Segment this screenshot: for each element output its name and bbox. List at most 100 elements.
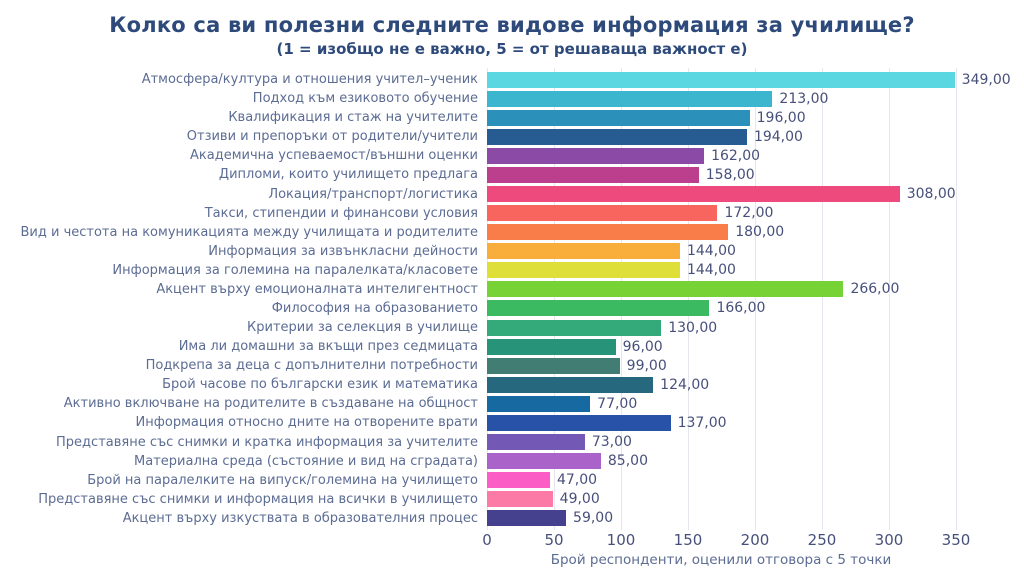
chart-title: Колко са ви полезни следните видове инфо… <box>109 13 915 37</box>
bar-row: Отзиви и препоръки от родители/учители 19… <box>0 127 1024 146</box>
bar-row: Квалификация и стаж на учителите 196,00 <box>0 108 1024 127</box>
bar-row: Такси, стипендии и финансови условия 172,… <box>0 204 1024 223</box>
bar-track: 59,00 <box>487 509 1024 528</box>
category-label: Активно включване на родителите в създав… <box>63 396 478 412</box>
value-label: 349,00 <box>961 71 1011 88</box>
value-label: 73,00 <box>591 434 632 451</box>
value-label: 59,00 <box>573 510 614 527</box>
category-label: Информация за извънкласни дейности <box>208 243 478 259</box>
bar-row: Академична успеваемост/външни оценки 162,… <box>0 146 1024 165</box>
value-label: 49,00 <box>559 491 600 508</box>
value-label: 213,00 <box>779 90 829 107</box>
bar-track: 349,00 <box>487 70 1024 89</box>
bar-track: 73,00 <box>487 432 1024 451</box>
value-label: 124,00 <box>660 376 710 393</box>
category-label: Информация за големина на паралелката/кл… <box>112 262 478 278</box>
x-tick-label: 50 <box>544 531 564 549</box>
bar <box>487 319 662 336</box>
category-label: Брой часове по български език и математи… <box>162 377 478 393</box>
category-label: Има ли домашни за вкъщи през седмицата <box>178 339 478 355</box>
x-axis: 0 50 100 150 200 250 300 350 <box>0 531 1024 551</box>
bar-row: Атмосфера/култура и отношения учител–уче… <box>0 70 1024 89</box>
value-label: 266,00 <box>850 281 900 298</box>
plot-area: Атмосфера/култура и отношения учител–уче… <box>0 70 1024 528</box>
value-label: 85,00 <box>607 453 648 470</box>
bar <box>487 109 750 126</box>
chart-subtitle: (1 = изобщо не е важно, 5 = от решаваща … <box>276 40 748 58</box>
value-label: 308,00 <box>906 186 956 202</box>
bar-row: Акцент върху изкуствата в образователния… <box>0 509 1024 528</box>
bar-row: Подкрепа за деца с допълнителни потребно… <box>0 356 1024 375</box>
bar <box>487 205 718 222</box>
x-tick-label: 300 <box>874 531 904 549</box>
category-label: Вид и честота на комуникацията между учи… <box>20 224 478 240</box>
bar-row: Подход към езиковото обучение 213,00 <box>0 89 1024 108</box>
bar <box>487 434 585 451</box>
bar-track: 162,00 <box>487 146 1024 165</box>
category-label: Локация/транспорт/логистика <box>268 186 478 202</box>
bar-track: 166,00 <box>487 299 1024 318</box>
bar-track: 99,00 <box>487 356 1024 375</box>
category-label: Философия на образованието <box>271 300 478 316</box>
bar <box>487 166 699 183</box>
category-label: Академична успеваемост/външни оценки <box>190 148 478 164</box>
bar <box>487 414 671 431</box>
value-label: 194,00 <box>753 128 803 145</box>
bar-track: 213,00 <box>487 89 1024 108</box>
bar-track: 85,00 <box>487 452 1024 471</box>
category-label: Квалификация и стаж на учителите <box>228 110 478 126</box>
bar-track: 144,00 <box>487 242 1024 261</box>
value-label: 77,00 <box>597 395 638 412</box>
bar-row: Има ли домашни за вкъщи през седмицата 96… <box>0 337 1024 356</box>
value-label: 158,00 <box>705 166 755 183</box>
category-label: Представяне със снимки и кратка информац… <box>56 434 478 450</box>
value-label: 144,00 <box>686 243 736 260</box>
bar-track: 137,00 <box>487 413 1024 432</box>
bar-row: Представяне със снимки и кратка информац… <box>0 432 1024 451</box>
bar <box>487 186 900 202</box>
bar-row: Информация за големина на паралелката/кл… <box>0 261 1024 280</box>
category-label: Такси, стипендии и финансови условия <box>204 205 478 221</box>
bar-track: 196,00 <box>487 108 1024 127</box>
bar-track: 77,00 <box>487 394 1024 413</box>
bar-track: 172,00 <box>487 204 1024 223</box>
bar-track: 47,00 <box>487 471 1024 490</box>
bar <box>487 243 680 260</box>
bar-row: Акцент върху емоционалната интелигентнос… <box>0 280 1024 299</box>
bar-row: Дипломи, които училището предлага 158,00 <box>0 165 1024 184</box>
bar-row: Брой на паралелките на випуск/големина н… <box>0 471 1024 490</box>
value-label: 162,00 <box>711 147 761 164</box>
bar-track: 158,00 <box>487 165 1024 184</box>
bar <box>487 491 553 508</box>
value-label: 172,00 <box>724 205 774 222</box>
bar <box>487 395 591 412</box>
category-label: Подкрепа за деца с допълнителни потребно… <box>145 358 478 374</box>
bar-row: Брой часове по български език и математи… <box>0 375 1024 394</box>
bar <box>487 376 654 393</box>
bar-track: 308,00 <box>487 184 1024 203</box>
category-label: Акцент върху емоционалната интелигентнос… <box>156 281 478 297</box>
category-label: Материална среда (състояние и вид на сгр… <box>134 453 478 469</box>
bar <box>487 300 710 317</box>
x-tick-label: 250 <box>807 531 837 549</box>
value-label: 144,00 <box>686 262 736 279</box>
bar <box>487 90 773 107</box>
bar-row: Активно включване на родителите в създав… <box>0 394 1024 413</box>
bar <box>487 472 550 489</box>
bar <box>487 224 729 241</box>
bar <box>487 281 844 298</box>
bar-track: 266,00 <box>487 280 1024 299</box>
bar-row: Информация относно дните на отворените в… <box>0 413 1024 432</box>
bar-row: Представяне със снимки и информация на в… <box>0 490 1024 509</box>
bar <box>487 357 620 374</box>
category-label: Отзиви и препоръки от родители/учители <box>186 129 478 145</box>
bar <box>487 338 616 355</box>
category-label: Атмосфера/култура и отношения учител–уче… <box>141 72 478 88</box>
bar-track: 194,00 <box>487 127 1024 146</box>
value-label: 130,00 <box>668 319 718 336</box>
bar-row: Материална среда (състояние и вид на сгр… <box>0 452 1024 471</box>
category-label: Подход към езиковото обучение <box>252 91 478 107</box>
category-label: Акцент върху изкуствата в образователния… <box>122 510 478 526</box>
bar <box>487 453 601 470</box>
